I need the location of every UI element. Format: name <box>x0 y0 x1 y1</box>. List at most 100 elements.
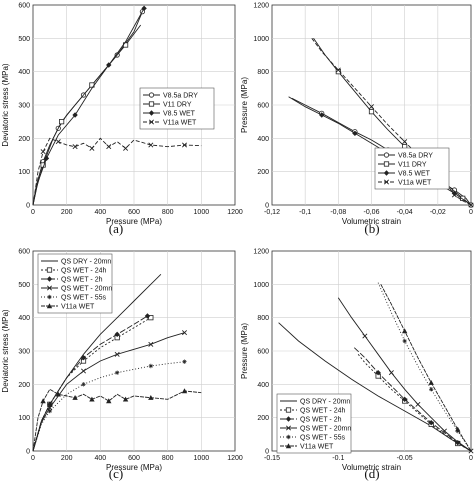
data-point <box>148 142 154 148</box>
data-point <box>451 192 457 198</box>
legend-marker <box>148 119 155 125</box>
y-axis-label: Pressure (MPa) <box>240 323 249 379</box>
data-point <box>352 130 358 137</box>
data-point <box>72 112 78 118</box>
legend-marker <box>383 179 390 185</box>
x-axis-label: Volumetric strain <box>342 217 401 226</box>
data-point <box>122 396 129 402</box>
x-tick-label: 1200 <box>227 209 243 216</box>
x-tick-label: 400 <box>94 209 106 216</box>
x-tick-label: 0 <box>469 455 473 462</box>
chart-panel-3: -0.15 -0.1 -0.05 0 0 200 400 600 800 1000 1200 Volu… <box>240 249 474 481</box>
legend-entry: V11a WET <box>300 444 334 451</box>
data-point <box>402 139 408 145</box>
y-tick-label: 1200 <box>253 3 269 10</box>
y-tick-label: 300 <box>18 103 30 110</box>
legend-entry: V11a WET <box>398 180 432 187</box>
x-tick-label: 1200 <box>227 455 243 462</box>
data-point <box>106 62 112 68</box>
y-tick-label: 400 <box>257 136 269 143</box>
legend-entry: V11a WET <box>163 120 197 127</box>
data-point <box>368 104 375 110</box>
panel-label: (a) <box>109 221 123 236</box>
y-tick-label: 300 <box>18 349 30 356</box>
legend-entry: QS WET - 24h <box>300 408 345 415</box>
panel-label: (c) <box>109 466 123 481</box>
y-tick-label: 200 <box>18 382 30 389</box>
y-axis-label: Pressure (MPa) <box>240 77 249 133</box>
data-point <box>428 379 434 385</box>
x-tick-label: 200 <box>61 455 73 462</box>
legend-entry: V11a WET <box>61 304 95 311</box>
legend-entry: V8.5a DRY <box>163 93 198 100</box>
series-line <box>32 388 202 452</box>
data-point <box>181 330 188 336</box>
x-tick-label: 0 <box>469 209 473 216</box>
data-point <box>123 145 129 151</box>
y-tick-label: 0 <box>265 203 269 210</box>
legend-marker <box>286 434 291 440</box>
x-tick-label: 600 <box>128 455 140 462</box>
legend-entry: QS WET - 24h <box>61 268 106 275</box>
legend-box <box>276 393 352 454</box>
y-tick-label: 400 <box>18 315 30 322</box>
legend-marker <box>285 407 292 413</box>
data-point <box>148 394 154 400</box>
legend-entry: QS WET - 20mn <box>61 286 112 293</box>
data-point <box>441 428 447 434</box>
legend-marker <box>285 425 292 431</box>
x-tick-label: 0 <box>31 209 35 216</box>
series-line <box>313 38 472 206</box>
data-point <box>106 398 112 404</box>
y-tick-label: 800 <box>257 315 269 322</box>
y-tick-label: 600 <box>18 249 30 256</box>
data-point <box>114 351 120 357</box>
series-4 <box>32 359 187 452</box>
legend-marker <box>148 110 155 116</box>
data-point <box>429 387 434 392</box>
chart-panel-0: 0 200 400 600 800 1000 1200 0 100 200 300 400 500 600… <box>1 3 243 237</box>
x-tick-label: -0,1 <box>299 209 311 216</box>
x-tick-label: -0,12 <box>264 209 280 216</box>
y-tick-label: 0 <box>265 449 269 456</box>
legend-entry: V8.5 WET <box>163 111 196 118</box>
data-point <box>114 370 120 375</box>
data-point <box>72 144 78 150</box>
legend-entry: QS WET - 55s <box>61 295 106 302</box>
y-tick-label: 500 <box>18 36 30 43</box>
data-point <box>368 109 375 115</box>
legend-entry: QS WET - 2h <box>61 277 103 284</box>
series-5 <box>380 284 472 452</box>
panel-label: (d) <box>364 466 379 481</box>
data-point <box>40 149 46 155</box>
data-point <box>388 370 394 376</box>
legend-entry: QS DRY - 20mn <box>61 259 111 266</box>
data-point <box>89 145 95 151</box>
legend: QS DRY - 20mn QS WET - 24h QS WET - 2h QS W… <box>276 393 352 454</box>
series-3 <box>32 137 202 206</box>
data-point <box>401 328 408 334</box>
x-axis-label: Pressure (MPa) <box>106 463 162 472</box>
x-tick-label: 1000 <box>194 209 210 216</box>
data-point <box>402 338 407 344</box>
y-tick-label: 800 <box>257 69 269 76</box>
data-point <box>335 67 341 73</box>
data-point <box>59 119 65 125</box>
data-point <box>319 112 325 118</box>
data-point <box>106 144 112 150</box>
y-tick-label: 400 <box>18 69 30 76</box>
data-point <box>455 426 461 432</box>
x-axis-label: Volumetric strain <box>342 463 401 472</box>
x-tick-label: 800 <box>162 209 174 216</box>
series-line <box>32 137 202 206</box>
y-axis-label: Deviatoric stress (MPa) <box>1 63 10 146</box>
data-point <box>375 369 381 376</box>
legend-marker <box>285 443 292 449</box>
legend-box <box>37 253 113 314</box>
data-point <box>148 341 154 347</box>
y-tick-label: 1000 <box>253 36 269 43</box>
x-tick-label: -0.15 <box>264 455 280 462</box>
data-point <box>80 354 87 361</box>
series-3 <box>32 330 188 452</box>
